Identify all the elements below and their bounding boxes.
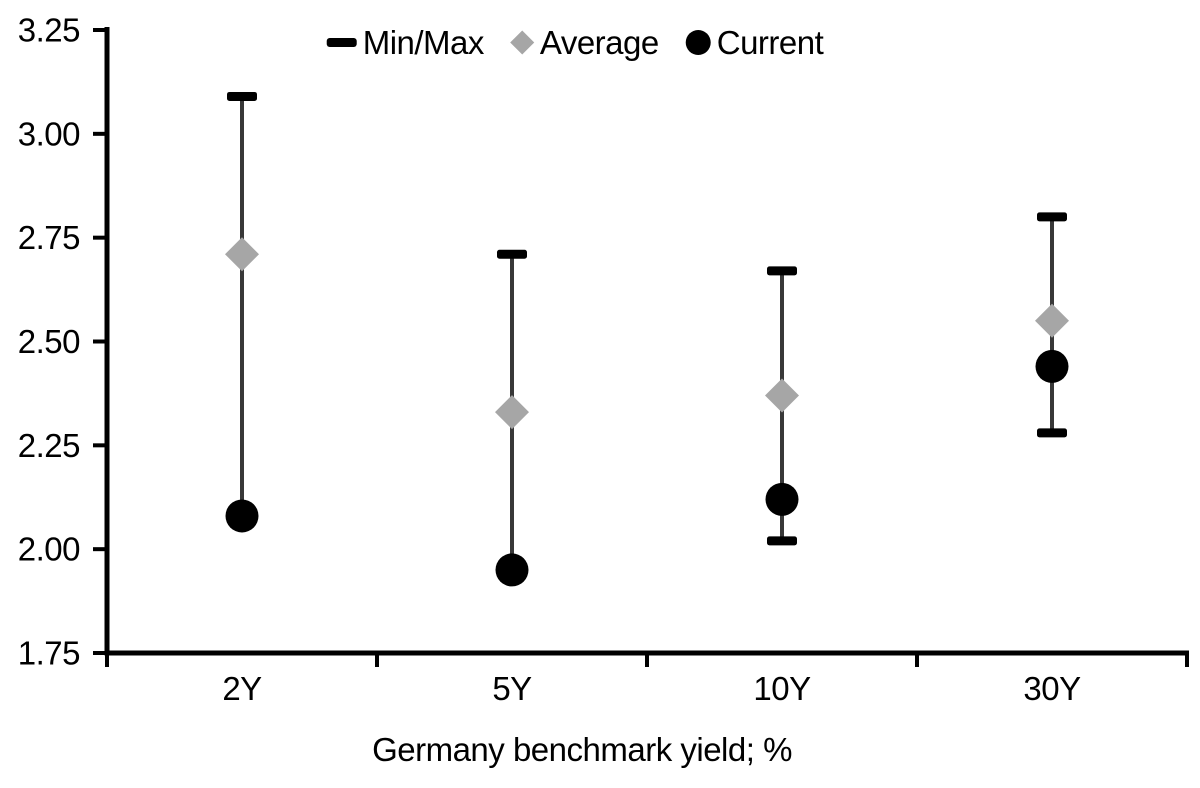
- max-cap: [497, 249, 527, 259]
- legend-item-current: Current: [685, 24, 824, 61]
- y-tick-label: 1.75: [18, 635, 80, 672]
- x-tick-label: 10Y: [753, 670, 811, 707]
- current-marker: [495, 553, 529, 587]
- legend-label-average: Average: [539, 24, 659, 61]
- average-marker: [495, 395, 529, 430]
- current-marker: [765, 482, 799, 516]
- legend-item-minmax: Min/Max: [326, 24, 485, 61]
- y-tick-label: 2.25: [18, 427, 80, 464]
- average-marker: [765, 378, 799, 413]
- y-tick-label: 2.75: [18, 219, 80, 256]
- y-tick-label: 3.00: [18, 115, 80, 152]
- min-cap: [767, 536, 797, 546]
- minmax-dash-icon: [326, 38, 357, 47]
- legend-label-current: Current: [716, 24, 824, 61]
- current-marker: [225, 499, 259, 533]
- x-axis-title: Germany benchmark yield; %: [372, 731, 792, 768]
- max-cap: [1037, 212, 1067, 222]
- current-circle-icon: [685, 30, 711, 55]
- legend-item-average: Average: [510, 24, 659, 61]
- min-cap: [1037, 428, 1067, 438]
- current-marker: [1035, 349, 1069, 383]
- average-marker: [1035, 303, 1069, 338]
- max-cap: [227, 91, 257, 101]
- average-marker: [225, 237, 259, 272]
- legend: Min/Max Average Current: [326, 24, 824, 61]
- x-tick-label: 2Y: [222, 670, 262, 707]
- max-cap: [767, 266, 797, 276]
- legend-label-minmax: Min/Max: [362, 24, 485, 61]
- y-tick-label: 2.50: [18, 323, 80, 360]
- x-tick-label: 30Y: [1023, 670, 1081, 707]
- x-tick-label: 5Y: [492, 670, 532, 707]
- y-tick-label: 3.25: [18, 12, 80, 49]
- average-diamond-icon: [510, 30, 535, 55]
- y-tick-label: 2.00: [18, 531, 80, 568]
